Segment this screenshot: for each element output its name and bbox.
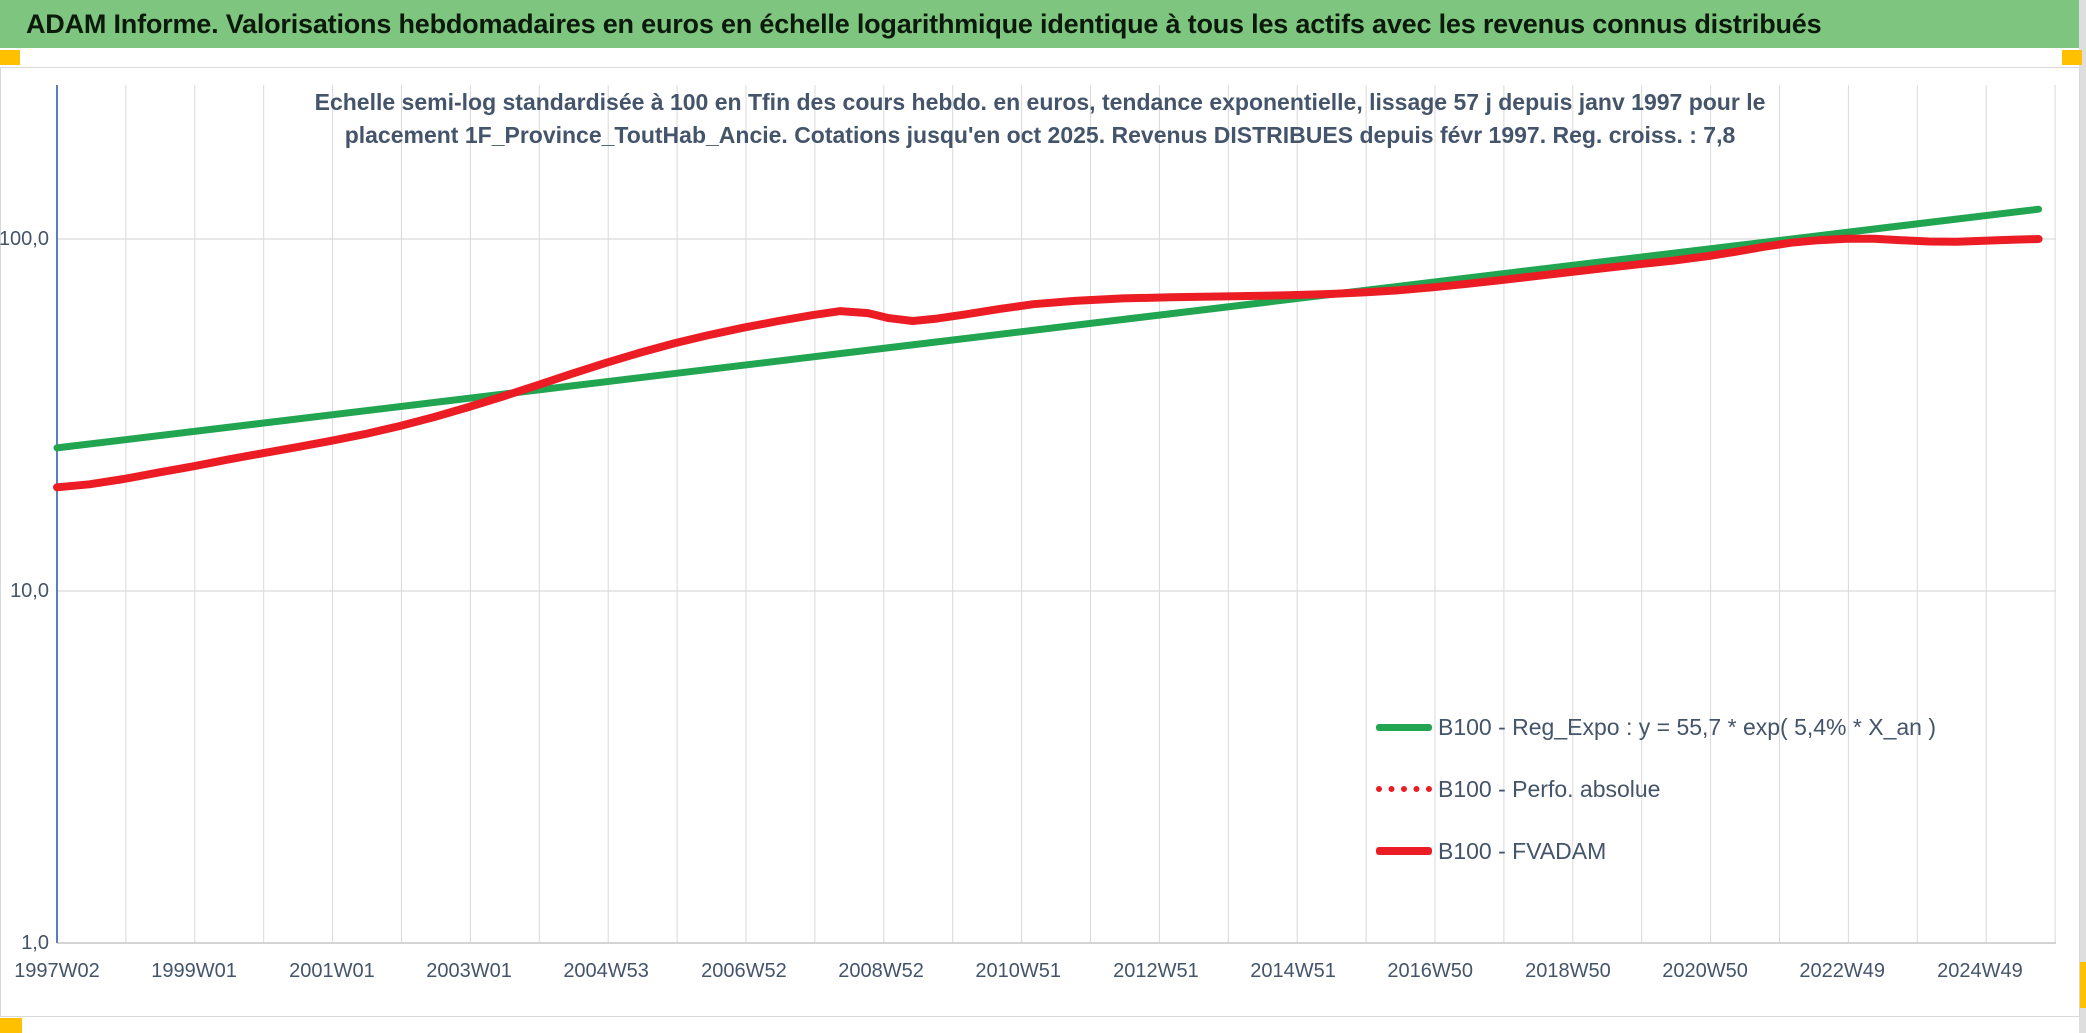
red-line-sample-icon [1376, 847, 1432, 855]
y-tick-label: 10,0 [10, 580, 49, 602]
x-tick-label: 2004W53 [563, 960, 649, 982]
y-tick-label: 100,0 [0, 228, 49, 250]
legend-item-fvadam: B100 - FVADAM [1376, 820, 1936, 882]
corner-marker-top-right [2062, 50, 2082, 65]
x-tick-label: 2022W49 [1799, 960, 1885, 982]
x-tick-label: 2010W51 [975, 960, 1061, 982]
red-dotted-line-sample-icon [1376, 786, 1432, 792]
chart-panel [0, 67, 2080, 1017]
legend-label-fvadam: B100 - FVADAM [1438, 837, 1607, 864]
y-tick-label: 1,0 [21, 932, 49, 954]
x-tick-label: 2016W50 [1387, 960, 1473, 982]
x-tick-label: 2020W50 [1662, 960, 1748, 982]
right-gutter [2079, 0, 2086, 1033]
x-tick-label: 2008W52 [838, 960, 924, 982]
header-bar: ADAM Informe. Valorisations hebdomadaire… [0, 0, 2079, 48]
x-tick-label: 2001W01 [289, 960, 375, 982]
legend-item-perfo-absolue: B100 - Perfo. absolue [1376, 758, 1936, 820]
chart-title-line-1: Echelle semi-log standardisée à 100 en T… [314, 89, 1766, 115]
x-tick-label: 2024W49 [1937, 960, 2023, 982]
x-tick-label: 2012W51 [1113, 960, 1199, 982]
legend-item-reg-expo: B100 - Reg_Expo : y = 55,7 * exp( 5,4% *… [1376, 696, 1936, 758]
corner-marker-bottom-left [0, 1018, 22, 1033]
x-tick-label: 2003W01 [426, 960, 512, 982]
chart-title: Echelle semi-log standardisée à 100 en T… [260, 86, 1820, 152]
corner-marker-bottom-right [2078, 962, 2086, 1008]
header-title: ADAM Informe. Valorisations hebdomadaire… [26, 9, 1822, 39]
green-line-sample-icon [1376, 723, 1432, 731]
x-tick-label: 1999W01 [151, 960, 237, 982]
x-tick-label: 2006W52 [701, 960, 787, 982]
legend-label-reg-expo: B100 - Reg_Expo : y = 55,7 * exp( 5,4% *… [1438, 713, 1936, 740]
x-tick-label: 2018W50 [1525, 960, 1611, 982]
chart-title-line-2: placement 1F_Province_ToutHab_Ancie. Cot… [344, 122, 1736, 148]
x-tick-label: 2014W51 [1250, 960, 1336, 982]
legend-label-perfo-absolue: B100 - Perfo. absolue [1438, 775, 1661, 802]
x-tick-label: 1997W02 [14, 960, 100, 982]
legend: B100 - Reg_Expo : y = 55,7 * exp( 5,4% *… [1376, 696, 1936, 882]
corner-marker-top-left [0, 50, 20, 65]
